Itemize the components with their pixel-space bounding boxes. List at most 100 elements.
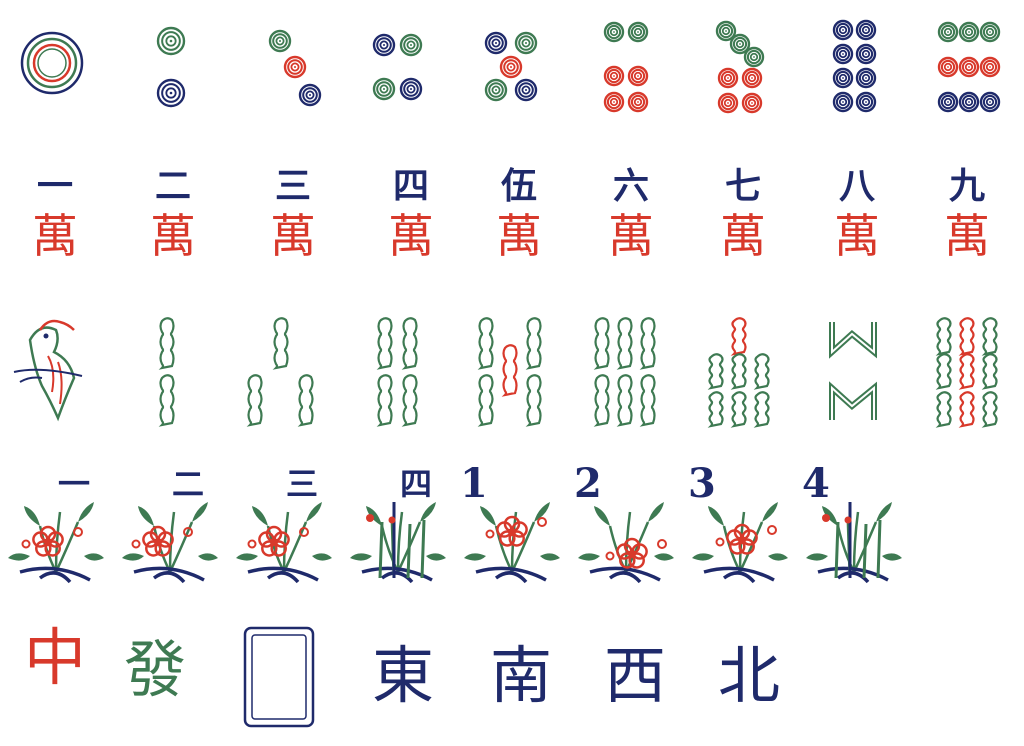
bamboo-stick-icon <box>501 344 518 397</box>
character-7-tile: 七萬 <box>688 162 798 282</box>
bamboo-stick-icon <box>477 374 494 427</box>
coin-icon <box>832 91 854 113</box>
bamboo-stick-icon <box>401 317 418 370</box>
wind-tile-1: 東 <box>371 639 434 712</box>
bamboo-stick-icon <box>981 353 998 390</box>
coin-icon <box>268 29 292 53</box>
bamboo-stick-icon <box>958 317 975 356</box>
flower-number-label: 3 <box>688 460 716 507</box>
wan-character: 萬 <box>608 209 654 263</box>
wan-character: 萬 <box>388 209 434 263</box>
bamboo-4-tile <box>342 300 452 440</box>
coin-icon <box>603 65 625 87</box>
numeral-label: 七 <box>724 165 761 207</box>
circle-suit-icon <box>372 33 423 101</box>
wan-character: 萬 <box>270 209 316 263</box>
character-4-tile: 四萬 <box>356 162 466 282</box>
bamboo-stick-icon <box>753 391 770 428</box>
white-dragon-tile <box>228 624 338 744</box>
bamboo-suit-icon <box>477 317 542 427</box>
flower-6-tile: 2 <box>570 462 680 592</box>
bamboo-8-tile <box>798 300 908 440</box>
bamboo-stick-icon <box>297 374 314 427</box>
circle-3-tile <box>228 0 338 120</box>
circle-9-tile <box>912 0 1022 120</box>
bamboo-stick-icon <box>981 317 998 356</box>
bamboo-stick-icon <box>730 317 747 356</box>
bamboo-stick-icon <box>707 391 724 428</box>
numeral-label: 一 <box>36 165 73 207</box>
bamboo-stick-icon <box>158 317 175 370</box>
numeral-label: 三 <box>274 165 311 207</box>
flower-7-tile: 3 <box>684 462 794 592</box>
bamboo-stick-icon <box>401 374 418 427</box>
flower-8-tile: 4 <box>798 462 908 592</box>
wind-tile-3: 西 <box>603 639 666 712</box>
bamboo-stick-icon <box>753 353 770 390</box>
coin-icon <box>156 26 186 56</box>
coin-icon <box>372 33 396 57</box>
circle-8-tile <box>798 0 908 120</box>
wind-tile-2: 南 <box>489 639 552 712</box>
circle-1-tile <box>0 0 110 120</box>
wan-character: 萬 <box>834 209 880 263</box>
circle-4-tile <box>342 0 452 120</box>
character-1-tile: 一萬 <box>0 162 110 282</box>
wind-tile-4: 北 <box>717 639 780 712</box>
coin-icon <box>603 91 625 113</box>
numeral-label: 二 <box>154 165 191 207</box>
coin-icon <box>283 55 307 79</box>
bamboo-stick-icon <box>935 391 952 428</box>
character-5-tile: 伍萬 <box>464 162 574 282</box>
coin-icon <box>741 92 763 114</box>
coin-icon <box>958 56 980 78</box>
flower-3-tile: 三 <box>228 462 338 592</box>
red-dragon-tile: 中 <box>23 621 86 694</box>
bamboo-plant-icon <box>350 502 446 584</box>
coin-icon <box>958 91 980 113</box>
orchid-icon <box>578 502 674 584</box>
bamboo-2-tile <box>114 300 224 440</box>
numeral-label: 八 <box>838 165 875 207</box>
coin-icon <box>717 67 739 89</box>
bamboo-stick-icon <box>730 353 747 390</box>
bamboo-stick-icon <box>935 353 952 390</box>
flower-number-label: 一 <box>58 465 91 503</box>
bamboo-stick-icon <box>616 317 633 370</box>
flower-number-label: 二 <box>172 465 205 503</box>
coin-icon <box>832 43 854 65</box>
coin-icon <box>399 77 423 101</box>
bamboo-stick-icon <box>376 317 393 370</box>
bamboo-stick-icon <box>246 374 263 427</box>
circle-2-tile <box>114 0 224 120</box>
coin-icon <box>979 21 1001 43</box>
coin-icon <box>399 33 423 57</box>
circle-suit-icon <box>832 19 877 113</box>
coin-icon <box>499 55 523 79</box>
numeral-label: 九 <box>948 165 985 207</box>
numeral-label: 六 <box>612 165 649 207</box>
bamboo-stick-icon <box>525 374 542 427</box>
chrysanthemum-icon <box>692 502 788 584</box>
coin-icon <box>743 46 765 68</box>
circle-suit-icon <box>715 20 765 114</box>
flower-number-label: 1 <box>460 460 488 507</box>
wan-character: 萬 <box>720 209 766 263</box>
bamboo-6-tile <box>570 300 680 440</box>
bamboo-stick-icon <box>616 374 633 427</box>
coin-icon <box>484 78 508 102</box>
bamboo-suit-icon <box>707 317 770 428</box>
character-8-tile: 八萬 <box>802 162 912 282</box>
coin-icon <box>484 31 508 55</box>
coin-icon <box>729 33 751 55</box>
circle-suit-icon <box>20 31 84 95</box>
character-6-tile: 六萬 <box>576 162 686 282</box>
bamboo-stick-icon <box>958 353 975 390</box>
bamboo-stick-icon <box>376 374 393 427</box>
character-9-tile: 九萬 <box>912 162 1022 282</box>
bamboo-suit-icon <box>13 319 83 422</box>
bamboo-stick-icon <box>707 353 724 390</box>
bamboo-stick-icon <box>639 317 656 370</box>
big-coin-icon <box>20 31 84 95</box>
coin-icon <box>937 21 959 43</box>
